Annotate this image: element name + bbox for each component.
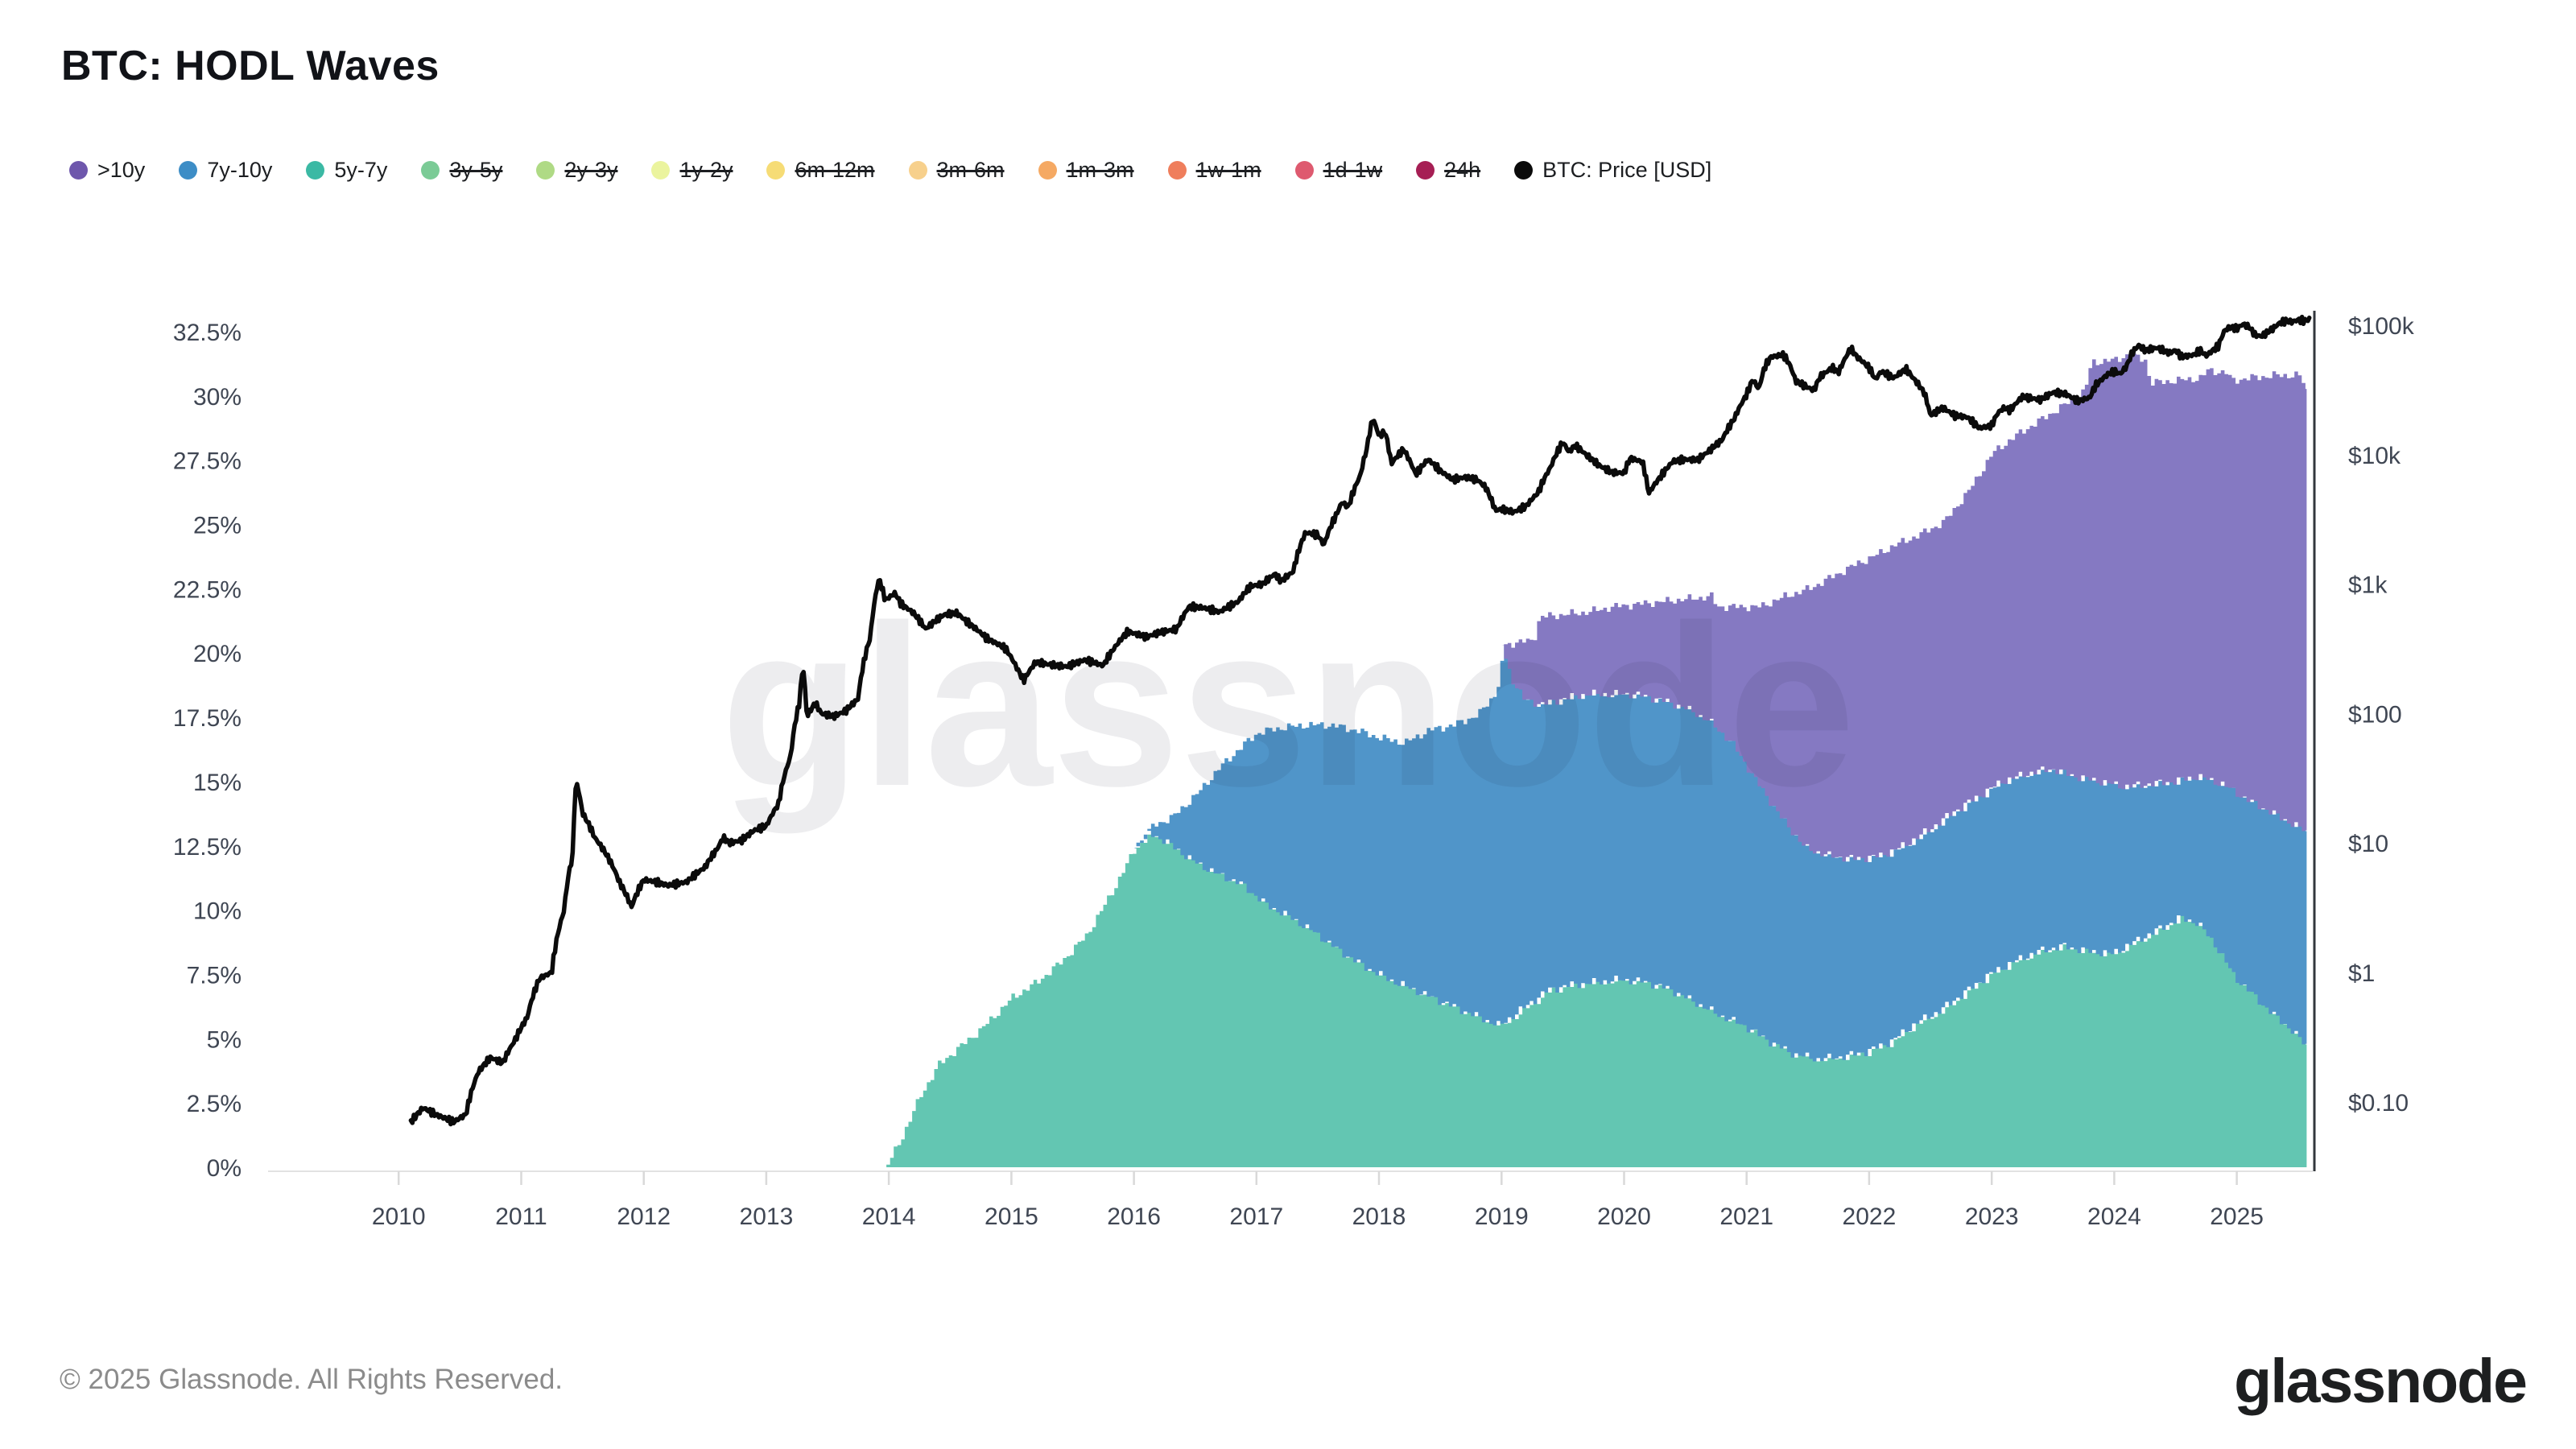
legend-item-price[interactable]: BTC: Price [USD] (1514, 158, 1711, 183)
legend-item-1w-1m[interactable]: 1w-1m (1167, 158, 1261, 183)
glassnode-watermark: glassnode (720, 578, 1856, 835)
y-left-tick-label: 12.5% (173, 834, 242, 861)
legend-dot-6m-12m (766, 161, 786, 180)
y-right-tick-label: $10 (2348, 831, 2388, 857)
legend-label: BTC: Price [USD] (1542, 158, 1712, 182)
legend-dot-1m-3m (1038, 161, 1057, 180)
x-tick-label: 2014 (862, 1203, 916, 1230)
legend-label: 3m-6m (936, 158, 1005, 182)
legend-dot-5y-7y (306, 161, 325, 180)
legend-label: 3y-5y (449, 158, 503, 182)
legend-dot-24h (1416, 161, 1435, 180)
y-left-tick-label: 22.5% (173, 576, 242, 603)
x-tick-label: 2010 (372, 1203, 426, 1230)
legend-item-1d-1w[interactable]: 1d-1w (1294, 158, 1383, 183)
x-tick-label: 2021 (1719, 1203, 1773, 1230)
legend-label: 2y-3y (564, 158, 618, 182)
legend-dot-gt10y (69, 161, 88, 180)
y-right-tick-label: $100 (2348, 701, 2402, 728)
y-right-tick-label: $1k (2348, 572, 2388, 599)
y-left-tick-label: 27.5% (173, 448, 242, 475)
legend-label: 24h (1444, 158, 1481, 182)
y-right-tick-label: $0.10 (2348, 1090, 2409, 1117)
x-tick-label: 2011 (495, 1203, 547, 1230)
legend-label: 1m-3m (1066, 158, 1134, 182)
legend-item-2y-3y[interactable]: 2y-3y (536, 158, 617, 183)
x-tick-label: 2015 (985, 1203, 1038, 1230)
x-tick-label: 2018 (1352, 1203, 1406, 1230)
x-tick-label: 2012 (617, 1203, 671, 1230)
x-tick-label: 2023 (1965, 1203, 2019, 1230)
x-tick-label: 2025 (2210, 1203, 2264, 1230)
legend-dot-3m-6m (908, 161, 927, 180)
y-left-tick-label: 2.5% (187, 1091, 242, 1117)
y-left-tick-label: 17.5% (173, 705, 242, 732)
legend-item-6m-12m[interactable]: 6m-12m (766, 158, 875, 183)
y-left-tick-label: 10% (193, 898, 242, 925)
y-left-tick-label: 0% (207, 1155, 242, 1182)
y-left-tick-label: 15% (193, 770, 242, 796)
y-left-tick-label: 32.5% (173, 320, 242, 346)
area-7y-10y (1133, 645, 2307, 1062)
legend: >10y 7y-10y 5y-7y 3y-5y 2y-3y 1y-2y 6m-12m 3m-6… (69, 158, 1711, 183)
legend-item-24h[interactable]: 24h (1416, 158, 1480, 183)
x-tick-label: 2016 (1107, 1203, 1161, 1230)
legend-dot-7y-10y (179, 161, 198, 180)
legend-label: 7y-10y (207, 158, 273, 182)
legend-label: 1d-1w (1323, 158, 1383, 182)
legend-item-5y-7y[interactable]: 5y-7y (306, 158, 387, 183)
legend-label: 1w-1m (1195, 158, 1261, 182)
legend-dot-1y-2y (651, 161, 671, 180)
y-left-tick-label: 7.5% (187, 963, 242, 989)
legend-item-1y-2y[interactable]: 1y-2y (651, 158, 733, 183)
y-left-tick-label: 30% (193, 384, 242, 411)
page-title: BTC: HODL Waves (61, 43, 440, 89)
x-tick-label: 2022 (1843, 1203, 1897, 1230)
legend-item-3y-5y[interactable]: 3y-5y (421, 158, 502, 183)
area-gt10y (1501, 353, 2307, 862)
y-left-tick-label: 20% (193, 641, 242, 667)
legend-item-gt10y[interactable]: >10y (69, 158, 145, 183)
legend-dot-2y-3y (536, 161, 555, 180)
x-tick-label: 2020 (1597, 1203, 1651, 1230)
legend-dot-price (1514, 161, 1534, 180)
x-tick-label: 2019 (1475, 1203, 1529, 1230)
legend-dot-1d-1w (1294, 161, 1314, 180)
y-right-tick-label: $10k (2348, 443, 2401, 469)
btc-price-line (408, 314, 2312, 1127)
legend-label: 5y-7y (334, 158, 388, 182)
legend-item-3m-6m[interactable]: 3m-6m (908, 158, 1005, 183)
y-left-tick-label: 5% (207, 1026, 242, 1053)
legend-item-1m-3m[interactable]: 1m-3m (1038, 158, 1134, 183)
x-tick-label: 2013 (740, 1203, 794, 1230)
legend-label: 6m-12m (795, 158, 875, 182)
x-tick-label: 2017 (1229, 1203, 1283, 1230)
legend-dot-1w-1m (1167, 161, 1187, 180)
copyright-text: © 2025 Glassnode. All Rights Reserved. (60, 1364, 564, 1395)
area-5y-7y (886, 831, 2307, 1167)
y-right-tick-label: $1 (2348, 960, 2375, 987)
glassnode-logo: glassnode (2234, 1347, 2528, 1416)
y-left-tick-label: 25% (193, 513, 242, 539)
legend-item-7y-10y[interactable]: 7y-10y (179, 158, 272, 183)
x-tick-label: 2024 (2087, 1203, 2141, 1230)
legend-label: 1y-2y (679, 158, 733, 182)
legend-dot-3y-5y (421, 161, 440, 180)
legend-label: >10y (97, 158, 146, 182)
y-right-tick-label: $100k (2348, 313, 2415, 340)
